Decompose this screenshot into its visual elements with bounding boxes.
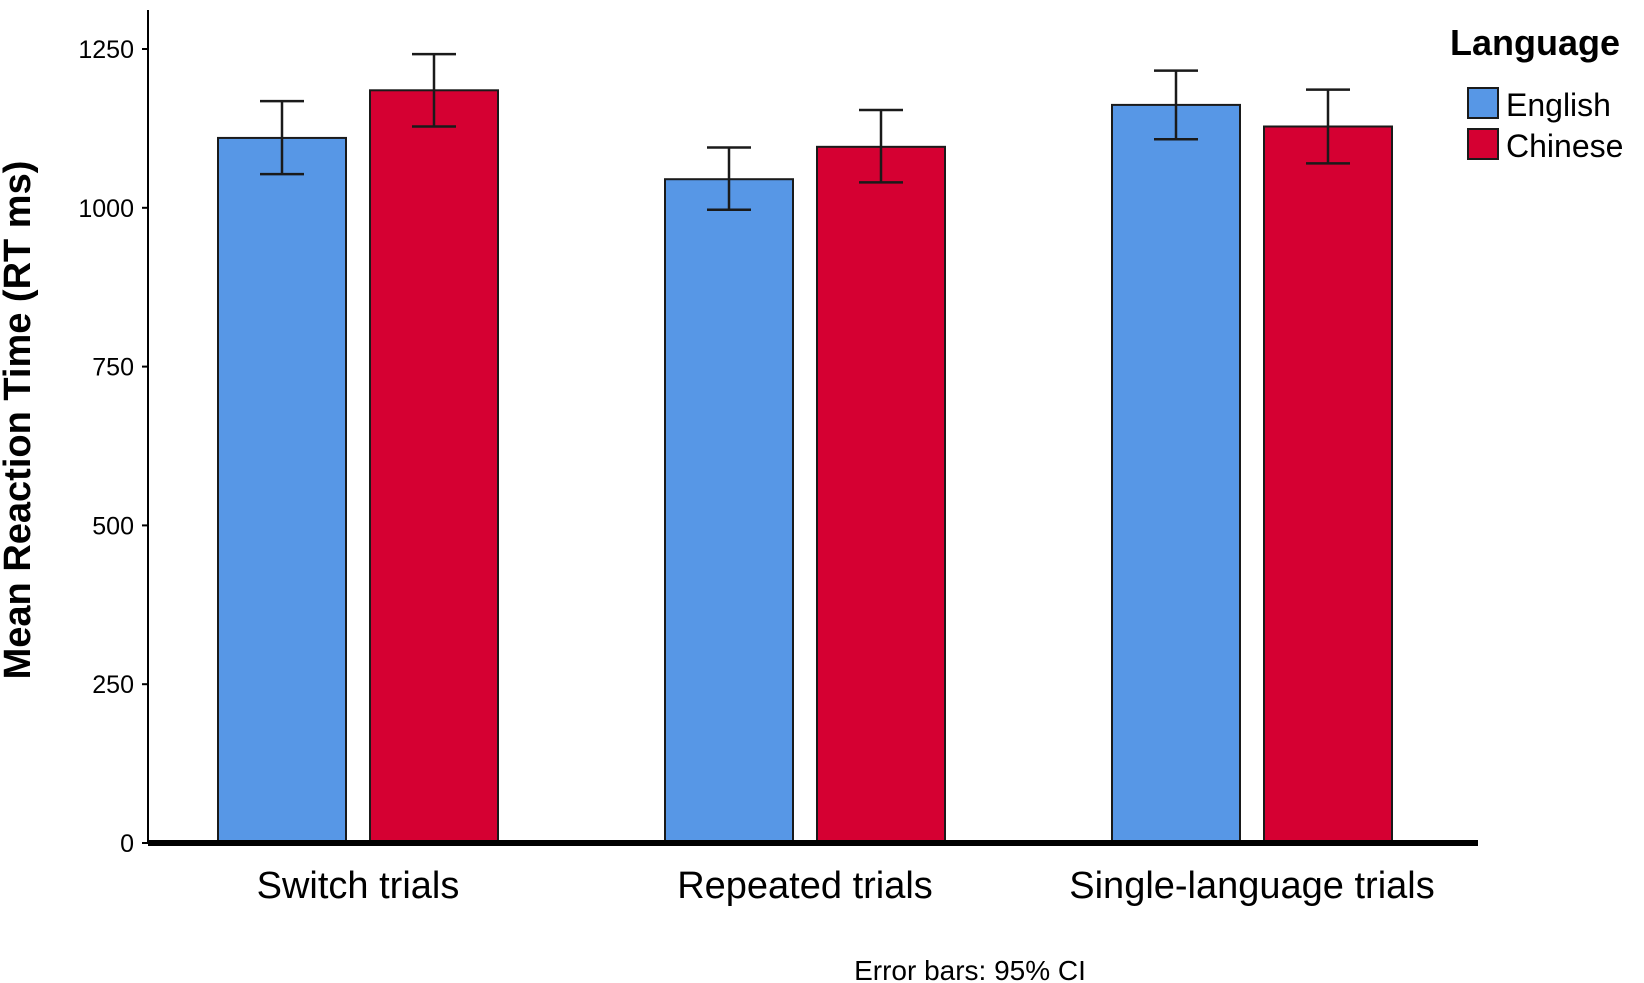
y-tick-label: 1000 xyxy=(78,195,134,223)
x-category-label: Repeated trials xyxy=(677,865,933,907)
bar-chinese xyxy=(1263,125,1393,845)
bar-english xyxy=(664,178,794,844)
x-category-label: Switch trials xyxy=(257,865,460,907)
legend-title: Language xyxy=(1450,22,1620,63)
y-tick-label: 750 xyxy=(92,354,134,382)
y-tick-label: 250 xyxy=(92,671,134,699)
bar-chinese xyxy=(816,145,946,844)
legend-swatch-english xyxy=(1467,87,1499,119)
x-axis: Switch trials Repeated trials Single-langu… xyxy=(148,840,1478,907)
legend-label-chinese: Chinese xyxy=(1506,128,1623,164)
legend-swatch-chinese xyxy=(1467,128,1499,160)
x-category-label: Single-language trials xyxy=(1069,865,1434,907)
legend-label-english: English xyxy=(1506,87,1611,123)
y-tick-label: 500 xyxy=(92,512,134,540)
y-tick-label: 0 xyxy=(120,830,134,858)
error-bar-note: Error bars: 95% CI xyxy=(854,955,1086,983)
y-axis-title: Mean Reaction Time (RT ms) xyxy=(0,161,39,680)
bar-chinese xyxy=(369,89,499,844)
legend: Language English Chinese xyxy=(1450,22,1623,164)
bar-english xyxy=(217,136,347,845)
bar-english xyxy=(1111,103,1241,845)
bars xyxy=(217,52,1393,845)
y-axis: 0 250 500 750 1000 1250 xyxy=(78,10,149,858)
y-tick-label: 1250 xyxy=(78,36,134,64)
